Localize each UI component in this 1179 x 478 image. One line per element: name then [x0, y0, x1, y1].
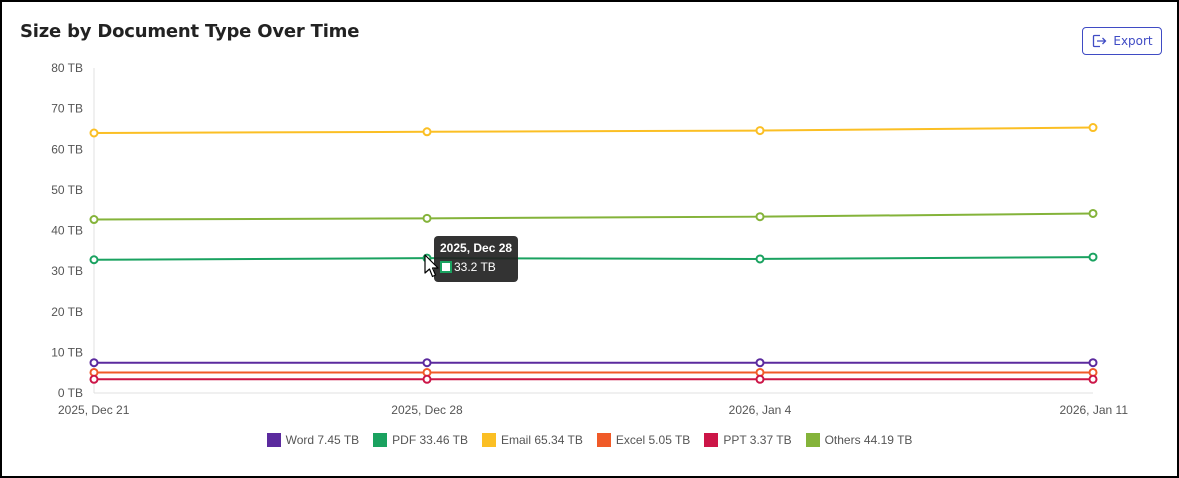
legend-swatch: [482, 433, 496, 447]
legend-swatch: [596, 433, 611, 447]
data-point[interactable]: [755, 212, 765, 222]
y-tick-label: 80 TB: [51, 61, 83, 75]
data-point[interactable]: [89, 358, 99, 368]
legend-swatch: [805, 433, 820, 447]
x-tick-label: 2026, Jan 11: [1059, 403, 1128, 417]
chart-tooltip: 2025, Dec 28 33.2 TB: [434, 236, 518, 282]
data-point[interactable]: [422, 127, 432, 137]
chart-legend: Word 7.45 TB PDF 33.46 TB Email 65.34 TB Ex…: [0, 433, 1179, 447]
legend-label: PDF 33.46 TB: [392, 433, 468, 447]
data-point[interactable]: [755, 358, 765, 368]
export-label: Export: [1113, 34, 1153, 48]
x-tick-label: 2026, Jan 4: [729, 403, 792, 417]
data-point[interactable]: [1088, 208, 1098, 218]
mouse-cursor-icon: [424, 254, 440, 285]
legend-item[interactable]: PDF 33.46 TB: [373, 433, 468, 447]
data-point[interactable]: [755, 126, 765, 136]
legend-item[interactable]: Others 44.19 TB: [805, 433, 913, 447]
series-pdf[interactable]: [89, 252, 1098, 265]
x-tick-label: 2025, Dec 28: [391, 403, 463, 417]
data-point[interactable]: [89, 215, 99, 225]
legend-item[interactable]: PPT 3.37 TB: [704, 433, 792, 447]
tooltip-title: 2025, Dec 28: [440, 241, 513, 255]
x-tick-label: 2025, Dec 21: [58, 403, 130, 417]
series-word[interactable]: [89, 358, 1098, 368]
export-icon: [1091, 33, 1107, 49]
legend-swatch: [266, 433, 281, 447]
legend-label: Word 7.45 TB: [285, 433, 360, 447]
data-point[interactable]: [1088, 252, 1098, 262]
y-tick-label: 10 TB: [51, 345, 83, 359]
data-point[interactable]: [422, 358, 432, 368]
data-point[interactable]: [89, 255, 99, 265]
data-point[interactable]: [1088, 123, 1098, 133]
data-point[interactable]: [89, 128, 99, 138]
series-excel[interactable]: [89, 367, 1098, 377]
legend-item[interactable]: Email 65.34 TB: [482, 433, 583, 447]
series-ppt[interactable]: [89, 374, 1098, 384]
legend-label: PPT 3.37 TB: [723, 433, 792, 447]
data-point[interactable]: [1088, 374, 1098, 384]
data-point[interactable]: [422, 213, 432, 223]
data-point[interactable]: [755, 374, 765, 384]
legend-item[interactable]: Excel 5.05 TB: [596, 433, 691, 447]
y-tick-label: 60 TB: [51, 142, 83, 156]
tooltip-value: 33.2 TB: [454, 260, 496, 274]
legend-swatch: [373, 433, 388, 447]
legend-item[interactable]: Word 7.45 TB: [266, 433, 360, 447]
chart-title: Size by Document Type Over Time: [20, 21, 360, 42]
series-others[interactable]: [89, 208, 1098, 225]
legend-label: Email 65.34 TB: [501, 433, 583, 447]
data-point[interactable]: [422, 374, 432, 384]
data-point[interactable]: [89, 374, 99, 384]
y-tick-label: 30 TB: [51, 264, 83, 278]
legend-label: Others 44.19 TB: [824, 433, 913, 447]
legend-swatch: [704, 433, 719, 447]
y-tick-label: 40 TB: [51, 224, 83, 238]
series-email[interactable]: [89, 123, 1098, 138]
tooltip-swatch: [440, 261, 452, 273]
y-tick-label: 50 TB: [51, 183, 83, 197]
y-tick-label: 0 TB: [58, 386, 83, 400]
legend-label: Excel 5.05 TB: [615, 433, 691, 447]
y-tick-label: 20 TB: [51, 305, 83, 319]
y-tick-label: 70 TB: [51, 102, 83, 116]
data-point[interactable]: [755, 254, 765, 264]
data-point[interactable]: [1088, 358, 1098, 368]
export-button[interactable]: Export: [1082, 27, 1162, 55]
